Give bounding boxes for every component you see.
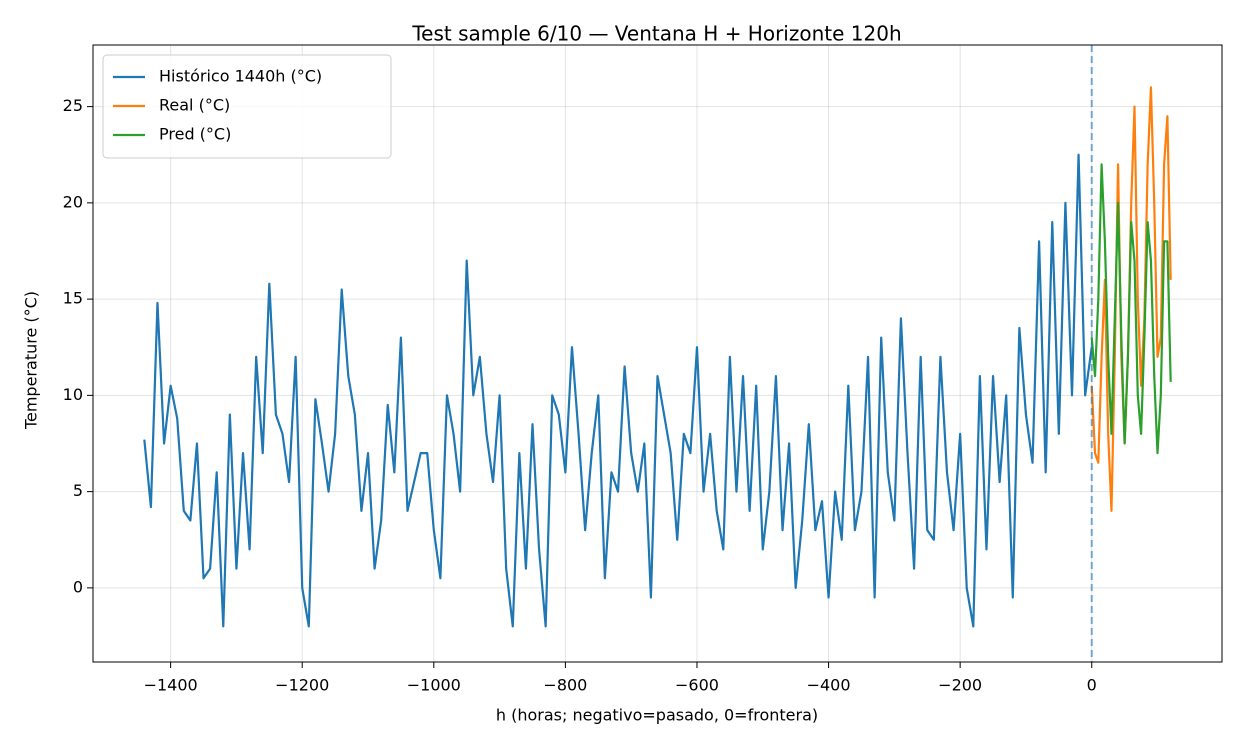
x-axis-label: h (horas; negativo=pasado, 0=frontera) xyxy=(496,706,818,725)
series-line xyxy=(143,153,1093,628)
plot-frame xyxy=(92,44,1223,663)
y-tick-label: 5 xyxy=(73,481,83,500)
series-line xyxy=(1090,163,1172,455)
y-tick-label: 10 xyxy=(63,385,83,404)
x-tick-label: −600 xyxy=(675,676,719,695)
chart-title: Test sample 6/10 — Ventana H + Horizonte… xyxy=(411,22,901,46)
y-tick-label: 15 xyxy=(63,289,83,308)
legend: Histórico 1440h (°C) Real (°C) Pred (°C) xyxy=(102,54,392,159)
x-tick-label: 0 xyxy=(1087,676,1097,695)
x-tick-label: −1200 xyxy=(275,676,329,695)
x-tick-label: −1400 xyxy=(144,676,198,695)
x-tick-label: −800 xyxy=(543,676,587,695)
legend-label: Histórico 1440h (°C) xyxy=(159,67,322,86)
y-tick-label: 20 xyxy=(63,192,83,211)
legend-label: Real (°C) xyxy=(159,96,230,115)
legend-box xyxy=(102,54,392,159)
y-axis-label: Temperature (°C) xyxy=(22,291,41,430)
x-tick-label: −400 xyxy=(807,676,851,695)
x-tick-label: −1000 xyxy=(407,676,461,695)
legend-label: Pred (°C) xyxy=(159,125,231,144)
y-tick-label: 0 xyxy=(73,577,83,596)
x-tick-label: −200 xyxy=(938,676,982,695)
y-tick-label: 25 xyxy=(63,96,83,115)
